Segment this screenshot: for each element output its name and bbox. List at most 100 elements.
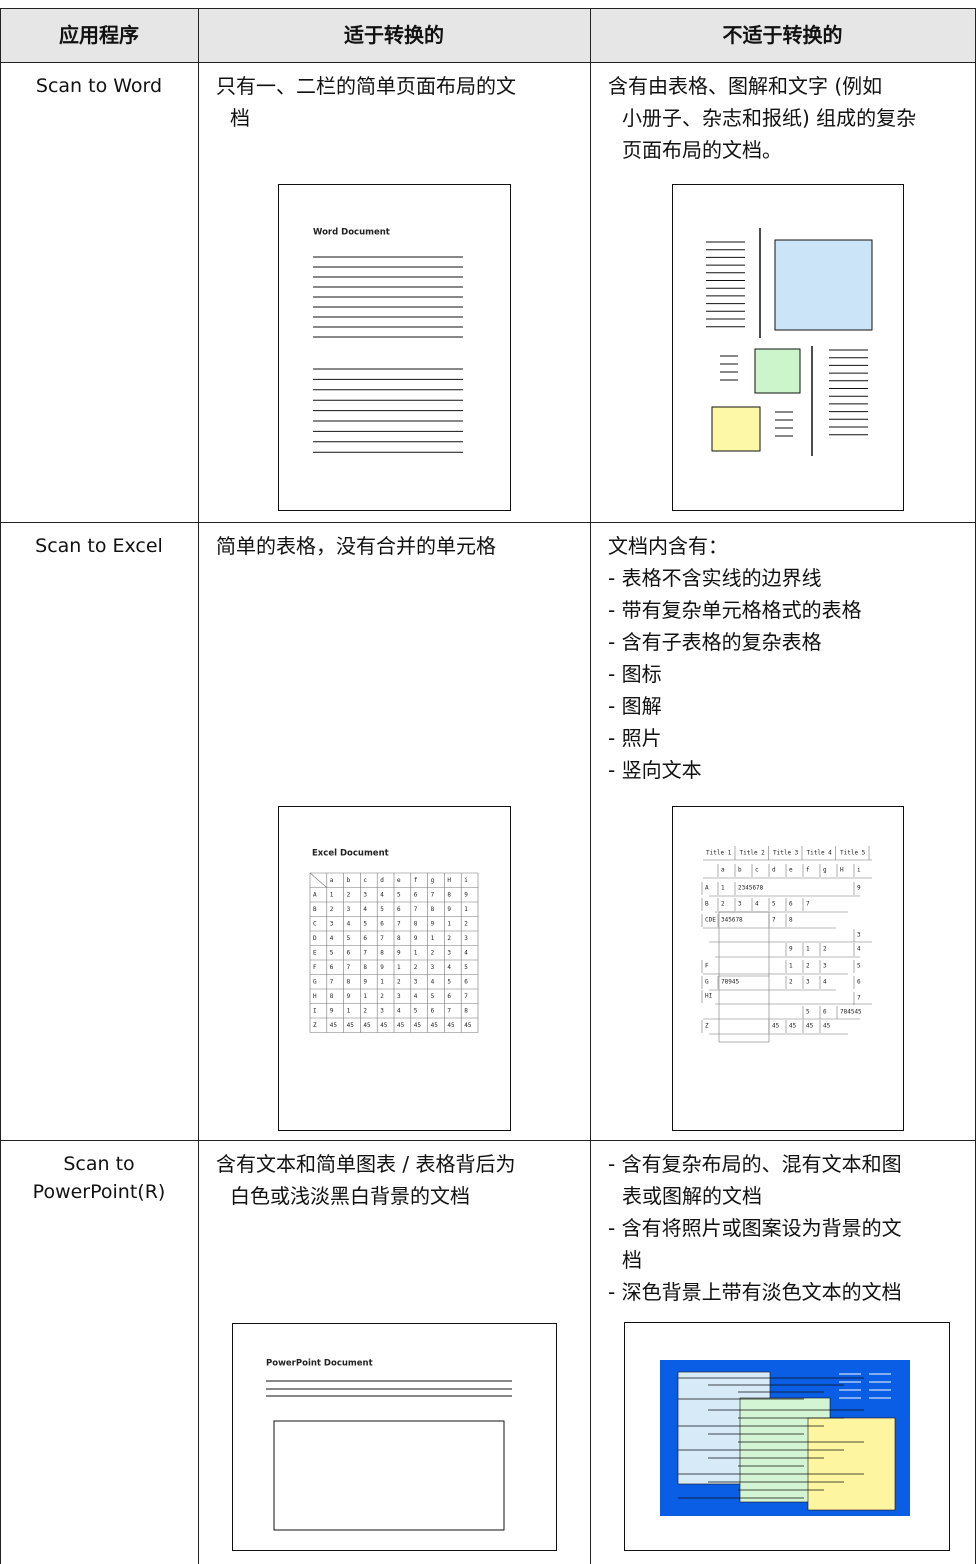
grid-text: 7 (431, 891, 435, 898)
grid-text: 5 (363, 920, 367, 927)
grid-text: 4 (347, 920, 351, 927)
grid-text: I (313, 1007, 317, 1014)
grid-text: H (447, 877, 451, 884)
cell-text: 文档内含有： (608, 534, 728, 558)
grid-text: D (313, 935, 317, 942)
cell-text: 档 (230, 106, 250, 130)
grid-text: B (313, 906, 317, 913)
grid-text: d (772, 867, 776, 874)
grid-text: 6 (857, 979, 861, 986)
grid-text: 4 (857, 946, 861, 953)
grid-text: 4 (363, 906, 367, 913)
grid-text: d (380, 877, 384, 884)
grid-text: 45 (380, 1022, 388, 1029)
grid-text: 45 (397, 1022, 405, 1029)
grid-text: 2 (464, 920, 468, 927)
grid-text: 1 (330, 891, 334, 898)
doc-title: Word Document (313, 228, 390, 238)
application-name: Scan to (63, 1153, 135, 1175)
complex-table-illustration: Title 1 Title 2 Title 3 Title 4 Title 5 a b c d e… (672, 806, 904, 1131)
grid-text: 6 (363, 935, 367, 942)
grid-text: 8 (347, 978, 351, 985)
header-cell: 适于转换的 (344, 23, 444, 47)
rule (0, 522, 976, 523)
grid-text: 2 (447, 935, 451, 942)
grid-text: F (313, 964, 317, 971)
grid-text: 1 (414, 949, 418, 956)
grid-text: 9 (857, 885, 861, 892)
grid-text: 6 (789, 901, 793, 908)
doc-title: PowerPoint Document (266, 1359, 373, 1369)
grid-text: 3 (397, 993, 401, 1000)
grid-text: e (397, 877, 401, 884)
grid-text: 4 (823, 979, 827, 986)
grid-text: 5 (772, 901, 776, 908)
grid-text: Title 4 (807, 850, 833, 857)
grid-text: 8 (397, 935, 401, 942)
cell-text: - 照片 (608, 726, 662, 750)
grid-text: Z (705, 1023, 709, 1030)
page-frame (672, 806, 904, 1131)
grid-text: 7 (380, 935, 384, 942)
grid-text: 8 (464, 1007, 468, 1014)
grid-text: 1 (789, 963, 793, 970)
grid-text: Title 5 (840, 850, 866, 857)
grid-text: H (313, 993, 317, 1000)
grid-text: Title 2 (740, 850, 766, 857)
grid-text: 4 (431, 978, 435, 985)
grid-text: HI (705, 993, 713, 1000)
cell-text: 页面布局的文档。 (622, 138, 782, 162)
grid-text: 45 (447, 1022, 455, 1029)
grid-text: G (313, 978, 317, 985)
grid-text: 7 (347, 964, 351, 971)
grid-text: 1 (464, 906, 468, 913)
cell-text: - 图标 (608, 662, 662, 686)
grid-text: c (755, 867, 759, 874)
grid-text: 3 (380, 1007, 384, 1014)
header-bg (0, 8, 976, 62)
grid-text: 7 (397, 920, 401, 927)
grid-text: 2 (363, 1007, 367, 1014)
grid-text: 1 (447, 920, 451, 927)
grid-text: 4 (414, 993, 418, 1000)
rule (0, 62, 976, 63)
grid-text: 2 (823, 946, 827, 953)
grid-text: 7 (414, 906, 418, 913)
grid-text: 3 (823, 963, 827, 970)
grid-text: g (823, 867, 827, 874)
cell-text: - 图解 (608, 694, 662, 718)
rule (0, 8, 1, 1564)
cell-text: - 含有子表格的复杂表格 (608, 630, 822, 654)
grid-text: 5 (347, 935, 351, 942)
grid-text: 9 (447, 906, 451, 913)
cell-text: - 表格不含实线的边界线 (608, 566, 822, 590)
grid-text: 3 (806, 979, 810, 986)
application-name: Scan to Excel (35, 535, 163, 557)
grid-text: 9 (464, 891, 468, 898)
cell-text: 只有一、二栏的简单页面布局的文 (216, 74, 516, 98)
grid-text: 5 (806, 1009, 810, 1016)
cell-text: 简单的表格，没有合并的单元格 (216, 534, 496, 558)
complex-layout-illustration (672, 184, 904, 511)
rule (718, 911, 770, 1043)
grid-text: E (313, 949, 317, 956)
grid-text: 8 (330, 993, 334, 1000)
grid-text: 45 (823, 1023, 831, 1030)
cell-text: - 含有复杂布局的、混有文本和图 (608, 1152, 902, 1176)
grid-text: a (330, 877, 334, 884)
grid-text: Title 3 (773, 850, 799, 857)
rule (590, 8, 591, 1564)
grid-text: 5 (431, 993, 435, 1000)
rule (0, 1140, 976, 1141)
grid-text: Title 1 (706, 850, 732, 857)
grid-text: 9 (380, 964, 384, 971)
grid-text: 4 (464, 949, 468, 956)
cell-text: - 深色背景上带有淡色文本的文档 (608, 1280, 902, 1304)
grid-text: 7 (806, 901, 810, 908)
grid-text: 3 (431, 964, 435, 971)
grid-text: c (363, 877, 367, 884)
grid-text: 8 (447, 891, 451, 898)
grid-text: 1 (431, 935, 435, 942)
grid-text: 5 (464, 964, 468, 971)
